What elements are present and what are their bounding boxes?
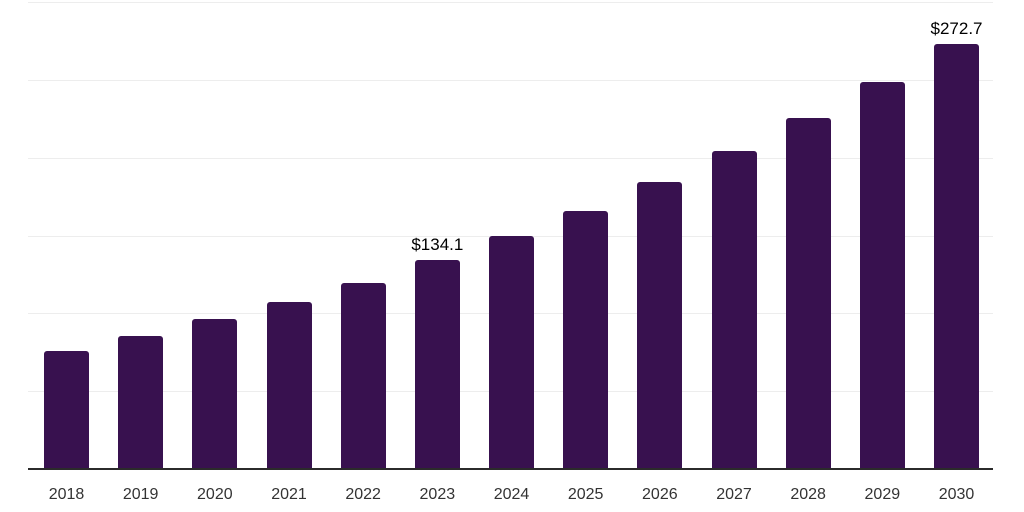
bar-2025 [563,210,609,469]
x-tick-2022: 2022 [345,486,381,503]
x-tick-2024: 2024 [493,486,530,503]
x-tick-2018: 2018 [48,486,85,503]
x-tick-2029: 2029 [864,486,901,503]
bar-2019 [118,336,164,469]
bar-2021 [266,301,312,469]
bar-2030 [934,44,979,469]
bar-2029 [859,82,905,469]
x-tick-2026: 2026 [642,486,678,503]
x-tick-2023: 2023 [419,486,456,503]
x-tick-2027: 2027 [716,486,752,503]
x-tick-2025: 2025 [567,486,604,503]
bar-2028 [785,118,831,469]
gridline-250 [28,79,993,81]
bar-2026 [637,181,683,469]
x-axis-line [28,468,993,470]
x-tick-2030: 2030 [938,486,975,503]
bar-2027 [711,151,757,469]
bar-2018 [44,350,89,469]
x-tick-2021: 2021 [271,486,307,503]
gridline-300 [28,2,993,3]
bar-2023 [414,260,460,469]
gridline-200 [28,157,993,159]
x-tick-2028: 2028 [790,486,826,503]
bar-2020 [192,319,238,469]
x-tick-2020: 2020 [197,486,233,503]
value-label-2023: $134.1 [411,235,464,255]
x-tick-2019: 2019 [122,486,159,503]
bar-2024 [489,235,534,469]
value-label-2030: $272.7 [930,19,983,39]
bar-2022 [340,283,386,469]
